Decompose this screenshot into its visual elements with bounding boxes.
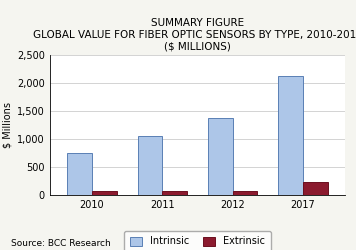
- Y-axis label: $ Millions: $ Millions: [3, 102, 13, 148]
- Bar: [67, 153, 92, 195]
- Title: SUMMARY FIGURE
GLOBAL VALUE FOR FIBER OPTIC SENSORS BY TYPE, 2010-2017
($ MILLIO: SUMMARY FIGURE GLOBAL VALUE FOR FIBER OP…: [33, 18, 356, 52]
- Text: Source: BCC Research: Source: BCC Research: [11, 238, 110, 248]
- Bar: [92, 191, 117, 195]
- Bar: [303, 182, 328, 195]
- Bar: [233, 191, 257, 195]
- Bar: [138, 136, 162, 195]
- Bar: [208, 118, 233, 195]
- Legend: Intrinsic, Extrinsic: Intrinsic, Extrinsic: [124, 231, 271, 250]
- Bar: [278, 76, 303, 195]
- Bar: [162, 191, 187, 195]
